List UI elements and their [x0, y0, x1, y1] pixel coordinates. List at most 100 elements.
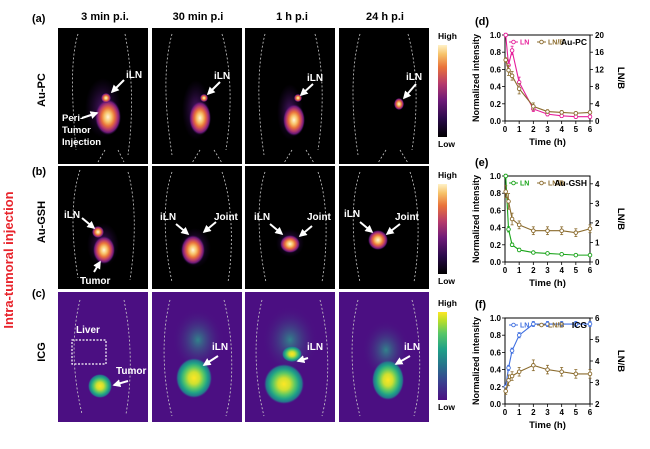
- x-axis-label: Time (h): [529, 420, 566, 431]
- mouse-outline: [258, 33, 323, 164]
- side-label: Intra-tumoral injection: [1, 191, 16, 328]
- x-tick-label: 2: [531, 125, 536, 134]
- column-header: 24 h p.i: [366, 11, 404, 23]
- data-point: [503, 173, 508, 179]
- data-point: [516, 86, 522, 91]
- y-tick-label: 0.4: [490, 224, 502, 233]
- y-tick-label: 1.0: [490, 314, 502, 323]
- y-tick-label: 0.2: [490, 100, 502, 109]
- mouse-outline: [258, 171, 327, 283]
- data-point: [506, 378, 511, 383]
- x-tick-label: 4: [559, 125, 564, 134]
- y-tick-label: 0.6: [490, 65, 502, 74]
- data-point: [509, 73, 515, 79]
- image-panel: [339, 166, 429, 289]
- x-tick-label: 1: [517, 125, 522, 134]
- annotation-label: Peri-: [62, 113, 83, 124]
- data-point: [531, 363, 536, 368]
- mouse-outline: [72, 169, 135, 281]
- y2-tick-label: 8: [595, 83, 600, 92]
- x-tick-label: 6: [588, 266, 593, 275]
- y2-tick-label: 1: [595, 238, 600, 247]
- data-point: [587, 371, 593, 377]
- chart-tag: (f): [475, 299, 486, 311]
- annotation-label: iLN: [406, 72, 422, 83]
- y2-tick-label: 2: [595, 400, 600, 409]
- x-tick-label: 5: [574, 266, 579, 275]
- y2-tick-label: 4: [595, 357, 600, 366]
- y-tick-label: 0.4: [490, 366, 502, 375]
- data-point: [516, 332, 522, 338]
- mouse-outline: [351, 299, 421, 417]
- y-tick-label: 0.0: [490, 400, 502, 409]
- y-tick-label: 0.0: [490, 258, 502, 267]
- data-point: [509, 48, 515, 53]
- legend-label: LN: [520, 181, 529, 188]
- data-point: [545, 251, 550, 256]
- chart-title: ICG: [572, 320, 588, 330]
- y2-axis-label: LN/B: [615, 208, 626, 230]
- annotation-label: iLN: [212, 342, 228, 353]
- data-point: [506, 227, 511, 232]
- legend-marker: [539, 39, 544, 45]
- row-name: Au-PC: [36, 73, 48, 107]
- x-axis-label: Time (h): [529, 137, 566, 148]
- x-tick-label: 2: [531, 408, 536, 417]
- y-tick-label: 0.8: [490, 48, 502, 57]
- data-point: [516, 247, 522, 253]
- data-point: [506, 68, 511, 73]
- mouse-outline: [165, 33, 231, 164]
- y2-tick-label: 12: [595, 65, 604, 74]
- data-point: [545, 109, 550, 114]
- data-point: [531, 321, 536, 327]
- x-tick-label: 6: [588, 408, 593, 417]
- annotation-label: Joint: [395, 212, 420, 223]
- x-tick-label: 3: [545, 408, 550, 417]
- liver-box: [71, 339, 107, 365]
- y2-tick-label: 2: [595, 219, 600, 228]
- column-header: 30 min p.i: [173, 11, 224, 23]
- annotation-label: Tumor: [80, 276, 110, 287]
- image-panel: [339, 28, 429, 164]
- data-point: [559, 110, 564, 115]
- mouse-outline: [352, 33, 417, 164]
- annotation-label: Injection: [62, 137, 101, 148]
- y-axis-label: Normalized intensity: [471, 175, 481, 263]
- data-point: [573, 252, 579, 258]
- y-tick-label: 1.0: [490, 172, 502, 181]
- x-tick-label: 4: [559, 408, 564, 417]
- colorbar-low-label: Low: [438, 402, 455, 412]
- mouse-outline: [164, 171, 232, 283]
- y-tick-label: 1.0: [490, 31, 502, 40]
- x-tick-label: 0: [503, 408, 508, 417]
- y-tick-label: 0.2: [490, 383, 502, 392]
- legend-label: LN/B: [548, 181, 564, 188]
- annotation-label: iLN: [307, 73, 323, 84]
- y-axis-label: Normalized intensity: [471, 34, 481, 122]
- annotation-label: iLN: [344, 209, 360, 220]
- mouse-outline: [72, 33, 132, 163]
- legend-marker: [511, 180, 516, 186]
- row-name: ICG: [36, 342, 48, 362]
- y2-tick-label: 16: [595, 48, 604, 57]
- annotation-label: Liver: [76, 325, 100, 336]
- y2-tick-label: 0: [595, 117, 600, 126]
- column-header: 1 h p.i: [276, 11, 308, 23]
- colorbar: [438, 45, 447, 137]
- data-point: [559, 252, 564, 257]
- annotation-label: iLN: [64, 210, 80, 221]
- row-tag: (a): [32, 13, 46, 25]
- plot-frame: [504, 317, 591, 405]
- y2-axis-label: LN/B: [615, 67, 626, 89]
- data-point: [506, 365, 511, 371]
- y2-tick-label: 0: [595, 258, 600, 267]
- colorbar: [438, 184, 447, 274]
- y-tick-label: 0.0: [490, 117, 502, 126]
- data-point: [573, 321, 579, 327]
- data-point: [531, 228, 536, 233]
- data-point: [545, 367, 550, 372]
- x-tick-label: 0: [503, 266, 508, 275]
- chart-tag: (e): [475, 157, 489, 169]
- series-line-ln: [505, 34, 590, 118]
- mouse-outline: [255, 299, 329, 417]
